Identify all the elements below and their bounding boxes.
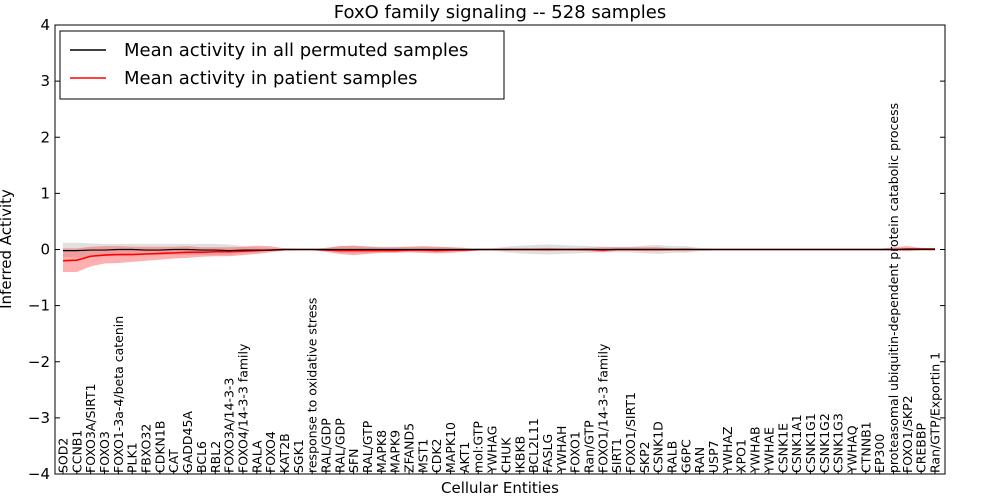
x-category-label: FOXO4/14-3-3 family [235, 343, 250, 473]
legend-label: Mean activity in all permuted samples [124, 40, 468, 61]
x-category-label: FOXO4 [263, 431, 278, 473]
x-category-label: SIRT1 [609, 438, 624, 473]
x-axis-label: Cellular Entities [441, 479, 559, 497]
x-category-label: YWHAB [748, 426, 763, 474]
x-category-label: CHUK [498, 437, 513, 473]
chart-title: FoxO family signaling -- 528 samples [334, 2, 666, 23]
x-category-label: MST1 [415, 439, 430, 473]
x-category-label: MAPK8 [374, 430, 389, 473]
x-category-label: FOXO3A/SIRT1 [83, 383, 98, 473]
y-tick-label: −2 [28, 353, 50, 371]
x-category-label: CSNK1G1 [803, 413, 818, 473]
x-category-label: RAL/GDP [332, 418, 347, 473]
x-category-label: CSNK1G2 [817, 413, 832, 473]
x-category-label: GADD45A [180, 411, 195, 473]
x-category-label: IKBKB [512, 436, 527, 473]
x-category-label: RAL/GDP [318, 418, 333, 473]
y-axis-ticks: −4 −3 −2 −1 0 1 2 3 4 [28, 16, 945, 483]
x-category-label: PLK1 [125, 442, 140, 473]
x-category-label: Ran/GTP/Exportin 1 [928, 352, 943, 473]
x-category-label: YWHAZ [720, 426, 735, 474]
x-category-label: YWHAG [485, 426, 500, 474]
x-category-label: CDK2 [429, 438, 444, 473]
x-category-label: CSNK1E [775, 423, 790, 473]
x-category-label: response to oxidative stress [305, 298, 320, 473]
y-tick-label: −4 [28, 465, 50, 483]
x-category-label: CSNK1D [651, 421, 666, 473]
y-tick-label: 4 [40, 16, 50, 34]
x-category-label: CTNNB1 [858, 421, 873, 473]
series-lines [62, 248, 935, 262]
y-tick-label: 3 [40, 72, 50, 90]
x-category-label: ZFAND5 [402, 423, 417, 473]
y-tick-label: −3 [28, 409, 50, 427]
x-category-label: KAT2B [277, 433, 292, 473]
x-category-label: RBL2 [208, 441, 223, 473]
x-category-label: CREBBP [914, 423, 929, 473]
x-category-label: FOXO1 [568, 431, 583, 473]
y-tick-label: 1 [40, 184, 50, 202]
x-category-label: MAPK10 [443, 422, 458, 473]
x-category-label: RALB [665, 441, 680, 473]
x-category-label: CAT [166, 449, 181, 473]
x-category-label: FASLG [540, 434, 555, 473]
x-category-label: SFN [346, 449, 361, 473]
x-category-labels: SOD2CCNB1FOXO3A/SIRT1FOXO3FOXO1-3a-4/bet… [56, 103, 943, 474]
x-category-label: BCL6 [194, 441, 209, 473]
x-category-label: SGK1 [291, 439, 306, 473]
band-patient [63, 245, 935, 272]
x-category-label: BCL2L11 [526, 418, 541, 473]
x-category-label: RALA [249, 440, 264, 473]
y-axis-label: Inferred Activity [0, 189, 15, 309]
x-category-label: G6PC [678, 439, 693, 473]
x-category-label: FOXO1-3a-4/beta catenin [111, 316, 126, 473]
x-category-label: SOD2 [56, 438, 71, 473]
x-category-label: EP300 [872, 434, 887, 473]
legend-box [59, 30, 505, 100]
x-category-label: AKT1 [457, 442, 472, 473]
x-category-label: RAN [692, 447, 707, 473]
x-category-label: YWHAQ [844, 425, 859, 474]
x-category-label: MAPK9 [388, 430, 403, 473]
x-category-label: Ran/GTP [581, 420, 596, 473]
x-category-label: mol:GTP [471, 421, 486, 473]
x-category-label: FOXO1/SKP2 [900, 395, 915, 473]
x-category-label: FOXO1/14-3-3 family [595, 343, 610, 473]
y-tick-label: −1 [28, 297, 50, 315]
x-category-label: XPO1 [734, 439, 749, 473]
legend-label: Mean activity in patient samples [124, 68, 418, 89]
line-permuted [63, 248, 935, 252]
x-category-label: CDKN1B [152, 421, 167, 473]
x-category-label: SKP2 [637, 441, 652, 473]
x-category-label: USP7 [706, 440, 721, 473]
y-tick-label: 2 [40, 128, 50, 146]
x-category-label: FOXO3 [97, 431, 112, 473]
x-category-label: proteasomal ubiquitin-dependent protein … [886, 103, 901, 473]
x-category-label: CSNK1G3 [831, 413, 846, 473]
x-category-label: CSNK1A1 [789, 414, 804, 473]
x-category-label: FOXO3A/14-3-3 [222, 378, 237, 473]
x-category-label: CCNB1 [69, 430, 84, 473]
y-tick-label: 0 [40, 241, 50, 259]
x-category-label: YWHAE [761, 427, 776, 474]
x-category-label: YWHAH [554, 426, 569, 474]
x-category-label: FOXO1/SIRT1 [623, 392, 638, 473]
legend: Mean activity in all permuted samples Mea… [59, 30, 505, 100]
x-category-label: FBXO32 [139, 424, 154, 473]
x-category-label: RAL/GTP [360, 420, 375, 473]
